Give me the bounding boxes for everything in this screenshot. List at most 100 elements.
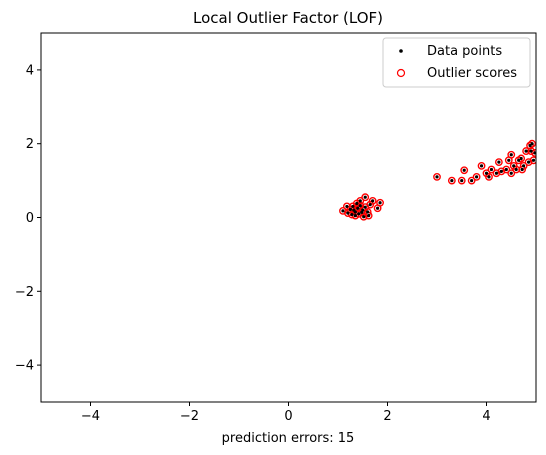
data-point	[529, 149, 533, 153]
data-point	[489, 167, 494, 172]
axes-frame	[40, 32, 537, 403]
data-point	[509, 171, 513, 175]
outlier-score-circle	[522, 147, 530, 155]
data-point	[517, 158, 521, 162]
data-point	[460, 179, 464, 183]
x-axis-label: prediction errors: 15	[222, 431, 355, 446]
legend-box	[382, 37, 531, 88]
data-point	[479, 164, 484, 168]
data-point	[345, 204, 349, 209]
outlier-score-circle	[447, 176, 456, 185]
data-point	[360, 210, 364, 214]
legend: Data points Outlier scores	[382, 37, 531, 88]
outlier-score-circle	[361, 193, 370, 202]
chart-title: Local Outlier Factor (LOF)	[193, 9, 383, 27]
y-tick-label: −4	[15, 359, 34, 374]
plot-area	[41, 33, 536, 402]
legend-outlier-scores-label: Outlier scores	[427, 66, 517, 81]
outlier-score-circle	[526, 141, 534, 150]
data-point	[470, 179, 474, 183]
data-point	[512, 164, 516, 168]
data-point	[352, 208, 356, 212]
x-tick-label: 0	[284, 409, 292, 424]
outlier-score-circle	[517, 154, 526, 163]
data-point	[507, 158, 511, 162]
data-point	[514, 167, 518, 172]
data-point	[341, 209, 345, 213]
data-point	[363, 205, 367, 209]
legend-outlier-scores-marker	[396, 68, 406, 78]
data-point	[494, 171, 498, 175]
data-point	[522, 164, 526, 168]
data-point	[524, 149, 528, 153]
data-point	[363, 195, 367, 199]
outlier-score-circle	[527, 147, 535, 155]
x-tick-label: 4	[482, 409, 490, 424]
data-point	[367, 214, 371, 218]
data-point	[346, 211, 350, 215]
outlier-score-circle	[460, 166, 469, 175]
x-tick-label: −4	[81, 409, 100, 424]
data-point	[484, 171, 489, 175]
outlier-score-circle	[359, 212, 368, 221]
data-point	[462, 168, 466, 172]
y-tick-label: 2	[26, 137, 34, 152]
data-point	[504, 167, 508, 172]
outlier-score-circle	[528, 139, 536, 148]
outlier-score-circle	[531, 149, 536, 157]
data-point	[528, 143, 532, 148]
outlier-score-circle	[368, 196, 377, 205]
y-tick-label: 4	[26, 63, 34, 78]
data-point	[376, 206, 380, 210]
data-point	[351, 204, 355, 209]
outlier-score-circle	[457, 176, 466, 185]
legend-data-points-marker	[399, 49, 403, 53]
data-point	[487, 175, 491, 179]
outlier-score-circle	[487, 165, 496, 174]
outlier-score-circle	[433, 173, 441, 181]
data-point	[519, 156, 523, 161]
data-point	[362, 215, 366, 219]
outlier-score-circle	[507, 150, 516, 159]
data-point	[509, 153, 513, 157]
data-point	[497, 160, 501, 164]
data-point	[526, 160, 531, 164]
outlier-score-circle	[529, 156, 536, 165]
outlier-score-circle	[502, 165, 511, 174]
legend-data-points-label: Data points	[427, 44, 502, 59]
data-point	[355, 201, 359, 206]
scatter-marks	[339, 139, 536, 221]
outlier-score-circle	[467, 176, 476, 185]
data-point	[520, 167, 524, 172]
outlier-score-circle	[497, 167, 506, 176]
outlier-score-circle	[485, 173, 493, 181]
outlier-score-circle	[477, 161, 486, 170]
data-point	[378, 201, 382, 205]
data-point	[348, 207, 352, 211]
data-point	[366, 210, 370, 214]
data-point	[371, 199, 375, 203]
data-point	[368, 202, 372, 207]
outlier-score-circle	[343, 202, 351, 211]
outlier-score-circle	[507, 169, 516, 178]
y-tick-label: −2	[15, 285, 34, 300]
data-point	[358, 204, 362, 208]
data-point	[356, 206, 360, 210]
data-point	[350, 212, 354, 217]
outlier-score-circle	[376, 198, 384, 207]
x-tick-label: −2	[180, 409, 199, 424]
outlier-score-circle	[492, 169, 501, 178]
axis-ticks: −4 −2 0 2 4 −4 −2 0 2 4	[15, 63, 491, 424]
y-tick-label: 0	[26, 211, 34, 226]
outlier-score-circle	[356, 196, 365, 205]
data-point	[353, 214, 357, 218]
data-point	[531, 158, 536, 162]
x-tick-label: 2	[383, 409, 391, 424]
data-point	[533, 151, 536, 155]
data-point	[475, 175, 479, 179]
outlier-score-circle	[472, 173, 481, 181]
data-point	[499, 169, 503, 173]
outlier-score-circle	[524, 158, 533, 167]
data-point	[358, 199, 362, 203]
